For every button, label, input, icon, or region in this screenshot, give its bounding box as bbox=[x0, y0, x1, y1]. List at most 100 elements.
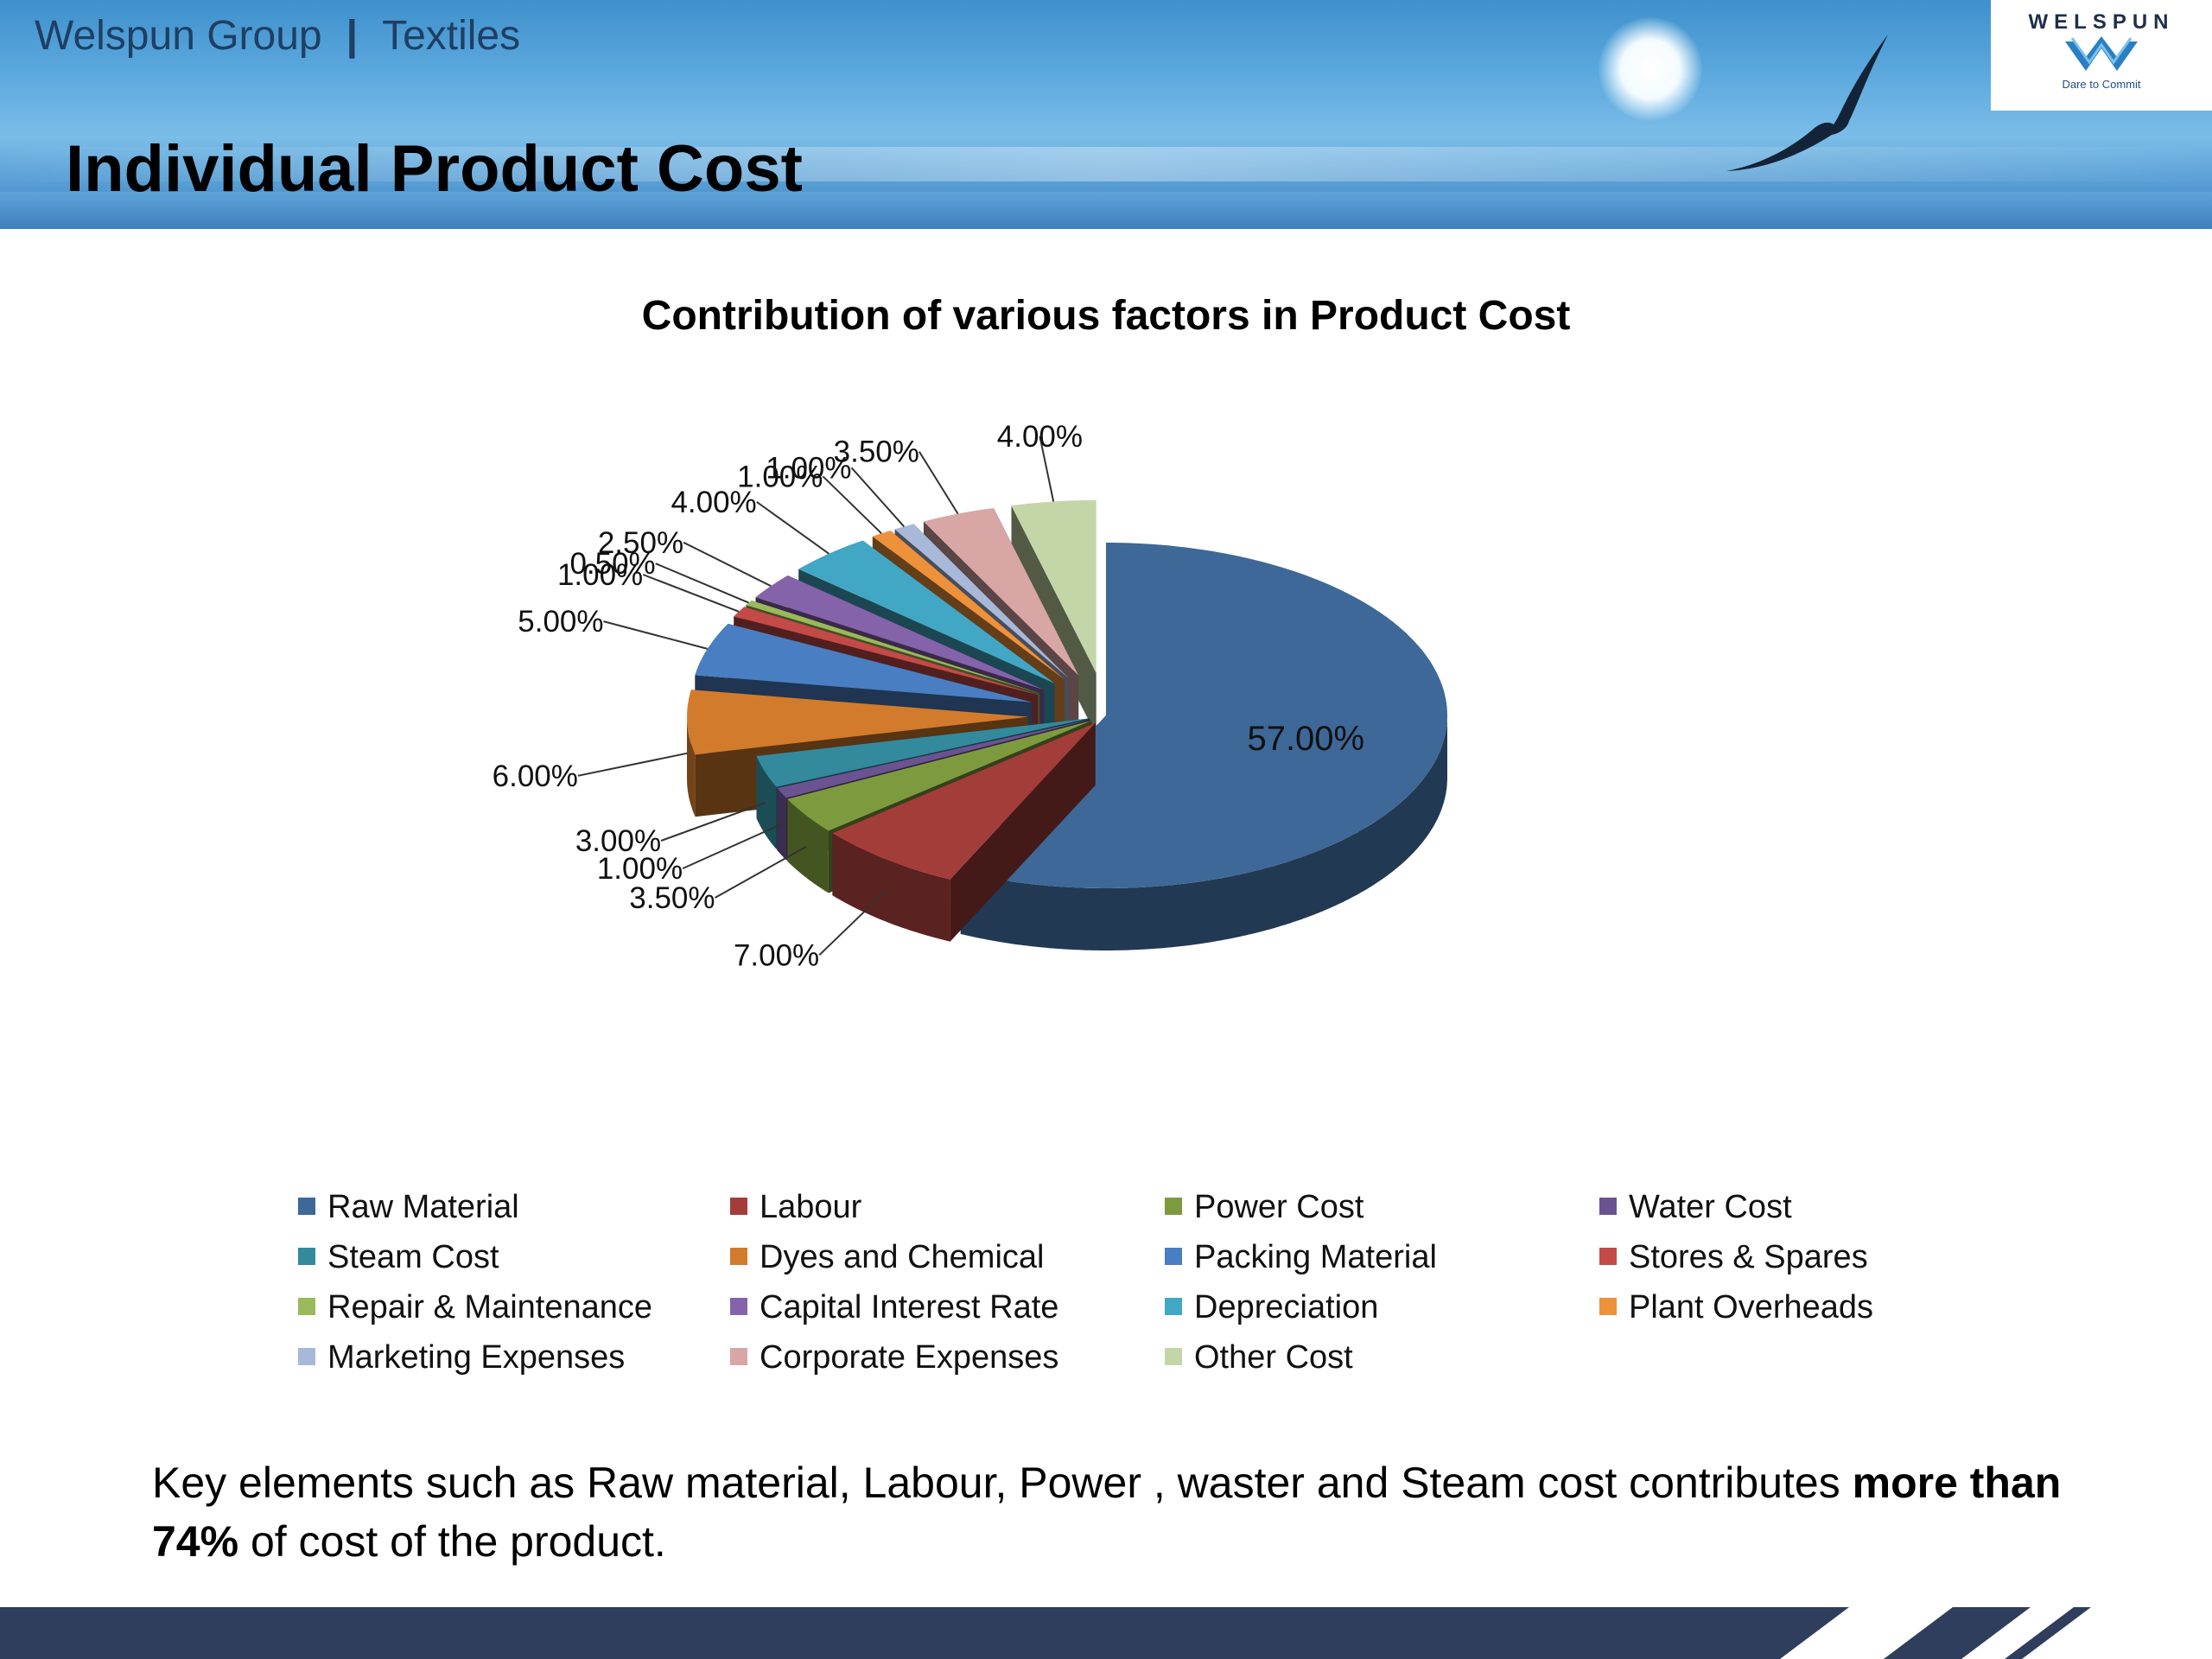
slice-top bbox=[695, 623, 1033, 702]
legend-label: Other Cost bbox=[1194, 1339, 1353, 1376]
legend-item-stores-spares: Stores & Spares bbox=[1599, 1236, 1868, 1279]
legend-swatch bbox=[298, 1247, 315, 1265]
data-label-other-cost: 4.00% bbox=[997, 420, 1083, 454]
note-tail: of cost of the product. bbox=[238, 1517, 666, 1566]
leader-line-capital-interest-rate bbox=[683, 541, 772, 588]
sun-glow bbox=[1599, 17, 1702, 121]
legend-item-dyes-and-chemical: Dyes and Chemical bbox=[730, 1236, 1044, 1279]
division-name: Textiles bbox=[382, 13, 521, 59]
header-banner: Welspun Group | Textiles Individual Produc… bbox=[0, 0, 2212, 229]
legend-label: Water Cost bbox=[1629, 1189, 1792, 1225]
legend-label: Power Cost bbox=[1194, 1189, 1364, 1225]
data-label-power-cost: 3.50% bbox=[629, 881, 715, 915]
header-light-streak bbox=[0, 147, 2212, 181]
legend-label: Labour bbox=[760, 1189, 862, 1225]
slice-top bbox=[687, 690, 1028, 755]
breadcrumb-separator: | bbox=[346, 13, 359, 59]
legend-swatch bbox=[1165, 1197, 1182, 1215]
slice-side bbox=[960, 715, 1447, 950]
slice-top bbox=[777, 719, 1090, 798]
slice-top bbox=[746, 601, 1040, 694]
legend-item-packing-material: Packing Material bbox=[1165, 1236, 1437, 1279]
legend-swatch bbox=[298, 1347, 315, 1365]
slice-side bbox=[756, 756, 777, 849]
slice-top bbox=[755, 575, 1044, 690]
legend-swatch bbox=[730, 1247, 747, 1265]
legend-item-steam-cost: Steam Cost bbox=[298, 1236, 499, 1279]
leader-line-repair-maintenance bbox=[655, 563, 749, 604]
slice-top bbox=[832, 722, 1096, 880]
legend-item-water-cost: Water Cost bbox=[1599, 1185, 1792, 1229]
chart-title: Contribution of various factors in Produ… bbox=[641, 293, 1571, 339]
footer-stripes bbox=[1780, 1607, 2212, 1659]
leader-line-plant-overheads bbox=[822, 475, 882, 535]
legend-item-power-cost: Power Cost bbox=[1165, 1185, 1363, 1229]
legend-label: Marketing Expenses bbox=[327, 1339, 626, 1376]
key-note: Key elements such as Raw material, Labou… bbox=[152, 1453, 2139, 1571]
legend-swatch bbox=[1165, 1347, 1182, 1365]
leader-line-depreciation bbox=[756, 500, 830, 555]
legend-swatch bbox=[730, 1347, 747, 1365]
legend-label: Depreciation bbox=[1194, 1289, 1379, 1325]
legend-swatch bbox=[1599, 1297, 1617, 1315]
legend-item-raw-material: Raw Material bbox=[298, 1185, 519, 1229]
data-label-capital-interest-rate: 2.50% bbox=[598, 526, 683, 560]
data-label-plant-overheads: 1.00% bbox=[737, 460, 823, 493]
slice-top bbox=[734, 607, 1039, 696]
data-label-water-cost: 1.00% bbox=[597, 852, 683, 886]
slice-side bbox=[832, 833, 950, 942]
legend-item-marketing-expenses: Marketing Expenses bbox=[298, 1336, 625, 1379]
header-base-band bbox=[0, 192, 2212, 229]
legend-label: Raw Material bbox=[327, 1189, 519, 1225]
legend-item-repair-maintenance: Repair & Maintenance bbox=[298, 1286, 652, 1329]
leader-line-steam-cost bbox=[660, 802, 766, 842]
pie-slices bbox=[687, 499, 1447, 950]
welspun-w-logo-icon bbox=[2065, 36, 2138, 71]
slice-top bbox=[1011, 499, 1096, 673]
leader-line-marketing-expenses bbox=[850, 467, 906, 528]
pie-slice-labour bbox=[832, 722, 1096, 942]
legend-swatch bbox=[298, 1197, 315, 1215]
legend-item-plant-overheads: Plant Overheads bbox=[1599, 1286, 1873, 1329]
legend-item-labour: Labour bbox=[730, 1185, 861, 1229]
legend-item-corporate-expenses: Corporate Expenses bbox=[730, 1336, 1058, 1379]
leader-line-other-cost bbox=[1039, 435, 1055, 502]
legend-item-other-cost: Other Cost bbox=[1165, 1336, 1353, 1379]
data-label-corporate-expenses: 3.50% bbox=[834, 435, 919, 469]
slice-top bbox=[923, 508, 1079, 676]
data-label-steam-cost: 3.00% bbox=[575, 824, 661, 858]
legend-swatch bbox=[730, 1197, 747, 1215]
slice-top bbox=[787, 721, 1092, 831]
legend-swatch bbox=[1165, 1297, 1182, 1315]
slice-top bbox=[872, 531, 1065, 680]
legend-swatch bbox=[730, 1297, 747, 1315]
note-text: Key elements such as Raw material, Labou… bbox=[152, 1459, 1853, 1507]
legend-swatch bbox=[1599, 1197, 1617, 1215]
data-label-repair-maintenance: 0.50% bbox=[569, 547, 655, 581]
data-label-stores-spares: 1.00% bbox=[557, 558, 643, 592]
data-label-packing-material: 5.00% bbox=[518, 605, 603, 639]
legend-label: Repair & Maintenance bbox=[327, 1289, 652, 1325]
leader-line-dyes-and-chemical bbox=[577, 752, 688, 777]
data-label-dyes-and-chemical: 6.00% bbox=[493, 760, 578, 793]
data-label-labour: 7.00% bbox=[734, 938, 819, 972]
leader-line-packing-material bbox=[603, 620, 708, 650]
slice-top bbox=[960, 543, 1447, 888]
slice-side bbox=[777, 788, 786, 861]
leader-line-corporate-expenses bbox=[918, 451, 959, 515]
legend-label: Stores & Spares bbox=[1629, 1239, 1868, 1275]
legend-label: Dyes and Chemical bbox=[760, 1239, 1045, 1275]
legend-swatch bbox=[1599, 1247, 1617, 1265]
logo-tagline: Dare to Commit bbox=[2062, 78, 2141, 91]
leader-line-labour bbox=[818, 889, 887, 957]
group-breadcrumb: Welspun Group | Textiles bbox=[35, 12, 520, 60]
group-name: Welspun Group bbox=[35, 13, 322, 59]
welspun-logo: WELSPUN Dare to Commit bbox=[1991, 0, 2212, 111]
data-label-raw-material: 57.00% bbox=[1247, 720, 1364, 758]
slice-top bbox=[756, 718, 1090, 787]
logo-wordmark: WELSPUN bbox=[2028, 10, 2175, 34]
leader-line-power-cost bbox=[715, 845, 807, 899]
legend-label: Capital Interest Rate bbox=[760, 1289, 1059, 1325]
slice-top bbox=[894, 524, 1069, 678]
